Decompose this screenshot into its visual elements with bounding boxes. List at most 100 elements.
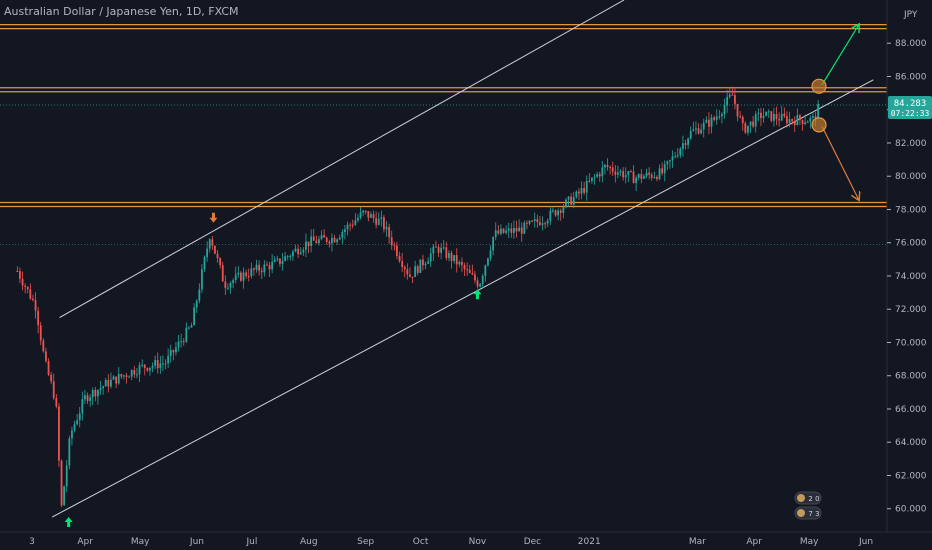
candle-body-100 xyxy=(276,258,279,260)
candle-body-282 xyxy=(749,121,752,126)
candle-body-285 xyxy=(757,112,760,115)
candle-body-121 xyxy=(331,237,333,244)
candle-body-188 xyxy=(505,230,508,233)
candle-body-45 xyxy=(133,370,136,375)
candle-body-268 xyxy=(713,117,716,120)
candle-body-47 xyxy=(138,365,141,375)
candle-body-135 xyxy=(367,211,370,218)
candle-body-171 xyxy=(461,261,463,266)
channel-line-1 xyxy=(59,0,625,318)
candle-body-60 xyxy=(172,350,175,353)
candle-body-254 xyxy=(676,155,679,157)
candle-body-7 xyxy=(34,300,37,311)
candle-body-159 xyxy=(429,253,432,262)
candle-body-229 xyxy=(611,167,614,172)
time-tick-label-3: Jun xyxy=(189,537,204,547)
time-tick-label-5: Aug xyxy=(300,537,318,547)
annotation-layer xyxy=(64,25,859,528)
candle-body-220 xyxy=(588,180,591,182)
candle-body-84 xyxy=(234,274,237,281)
price-tick-label-3: 66.000 xyxy=(895,405,927,415)
candle-body-101 xyxy=(279,258,281,264)
candle-body-65 xyxy=(185,327,188,342)
candle-body-127 xyxy=(346,224,349,230)
candle-body-226 xyxy=(604,164,606,168)
candle-body-289 xyxy=(767,111,770,113)
candle-body-68 xyxy=(193,307,196,326)
price-badge-countdown: 07:22:33 xyxy=(891,109,930,118)
candle-body-206 xyxy=(552,210,554,212)
candle-body-125 xyxy=(341,231,344,238)
candle-body-235 xyxy=(627,171,630,176)
candle-body-156 xyxy=(422,259,424,266)
candle-body-139 xyxy=(377,218,380,225)
time-tick-label-1: Apr xyxy=(77,537,93,547)
price-tick-label-9: 78.000 xyxy=(895,205,927,215)
candle-body-177 xyxy=(476,280,479,287)
candle-body-281 xyxy=(747,125,749,133)
price-tick-label-5: 70.000 xyxy=(895,338,927,348)
candle-body-58 xyxy=(167,355,170,364)
candle-body-201 xyxy=(539,222,541,225)
projection-arrow-1 xyxy=(821,126,859,199)
candle-body-209 xyxy=(559,210,562,213)
candle-body-110 xyxy=(302,249,305,253)
price-tick-label-2: 64.000 xyxy=(895,438,927,448)
candle-body-92 xyxy=(255,264,258,270)
candle-body-230 xyxy=(614,171,617,175)
candle-body-261 xyxy=(695,128,697,130)
indicator-badge-1[interactable]: 2 0 xyxy=(794,491,822,505)
candle-body-157 xyxy=(424,263,427,266)
candle-body-143 xyxy=(388,226,391,238)
candle-body-183 xyxy=(492,236,495,251)
candle-body-31 xyxy=(97,389,99,397)
candle-body-141 xyxy=(383,217,385,230)
candle-body-166 xyxy=(448,253,450,258)
candle-body-280 xyxy=(744,123,747,133)
candle-body-117 xyxy=(320,235,323,240)
candle-body-29 xyxy=(91,389,94,398)
candle-body-212 xyxy=(567,196,570,200)
candle-body-5 xyxy=(29,289,32,299)
candle-body-133 xyxy=(362,210,365,213)
candle-body-116 xyxy=(318,239,320,244)
candle-body-263 xyxy=(700,129,703,134)
candle-body-302 xyxy=(801,120,804,125)
candle-body-249 xyxy=(663,164,666,174)
candle-body-144 xyxy=(390,237,393,246)
candle-body-242 xyxy=(645,172,648,177)
candle-body-165 xyxy=(445,247,448,258)
candle-body-297 xyxy=(788,119,791,124)
candle-body-77 xyxy=(216,253,219,259)
candle-body-73 xyxy=(206,248,209,258)
candle-body-115 xyxy=(315,240,318,244)
candle-body-160 xyxy=(432,246,435,254)
price-badge: 84.283 07:22:33 xyxy=(888,96,932,119)
candle-body-128 xyxy=(349,224,352,226)
candle-body-88 xyxy=(245,272,248,277)
candle-body-145 xyxy=(393,245,396,247)
candle-body-255 xyxy=(679,148,682,156)
candle-body-85 xyxy=(237,272,240,275)
candle-body-150 xyxy=(406,269,409,275)
candle-body-193 xyxy=(518,227,521,232)
candle-body-155 xyxy=(419,259,422,273)
breakout-marker-0 xyxy=(811,78,827,94)
time-tick-label-12: Apr xyxy=(746,537,762,547)
candle-body-277 xyxy=(736,103,739,117)
candle-body-215 xyxy=(575,191,578,198)
candle-body-72 xyxy=(203,257,206,270)
candle-body-12 xyxy=(47,360,50,375)
candle-body-214 xyxy=(572,197,575,205)
candle-body-86 xyxy=(240,272,242,281)
candle-body-192 xyxy=(515,228,518,232)
indicator-badge-2-icon xyxy=(797,509,805,517)
indicator-badge-2-label: 7 3 xyxy=(808,510,819,518)
candle-body-18 xyxy=(63,486,66,506)
indicator-badge-2[interactable]: 7 3 xyxy=(794,506,822,520)
candle-body-164 xyxy=(442,247,445,249)
time-tick-label-9: Dec xyxy=(524,537,541,547)
pivot-arrow-down-1 xyxy=(209,212,218,223)
candle-body-104 xyxy=(286,256,289,258)
